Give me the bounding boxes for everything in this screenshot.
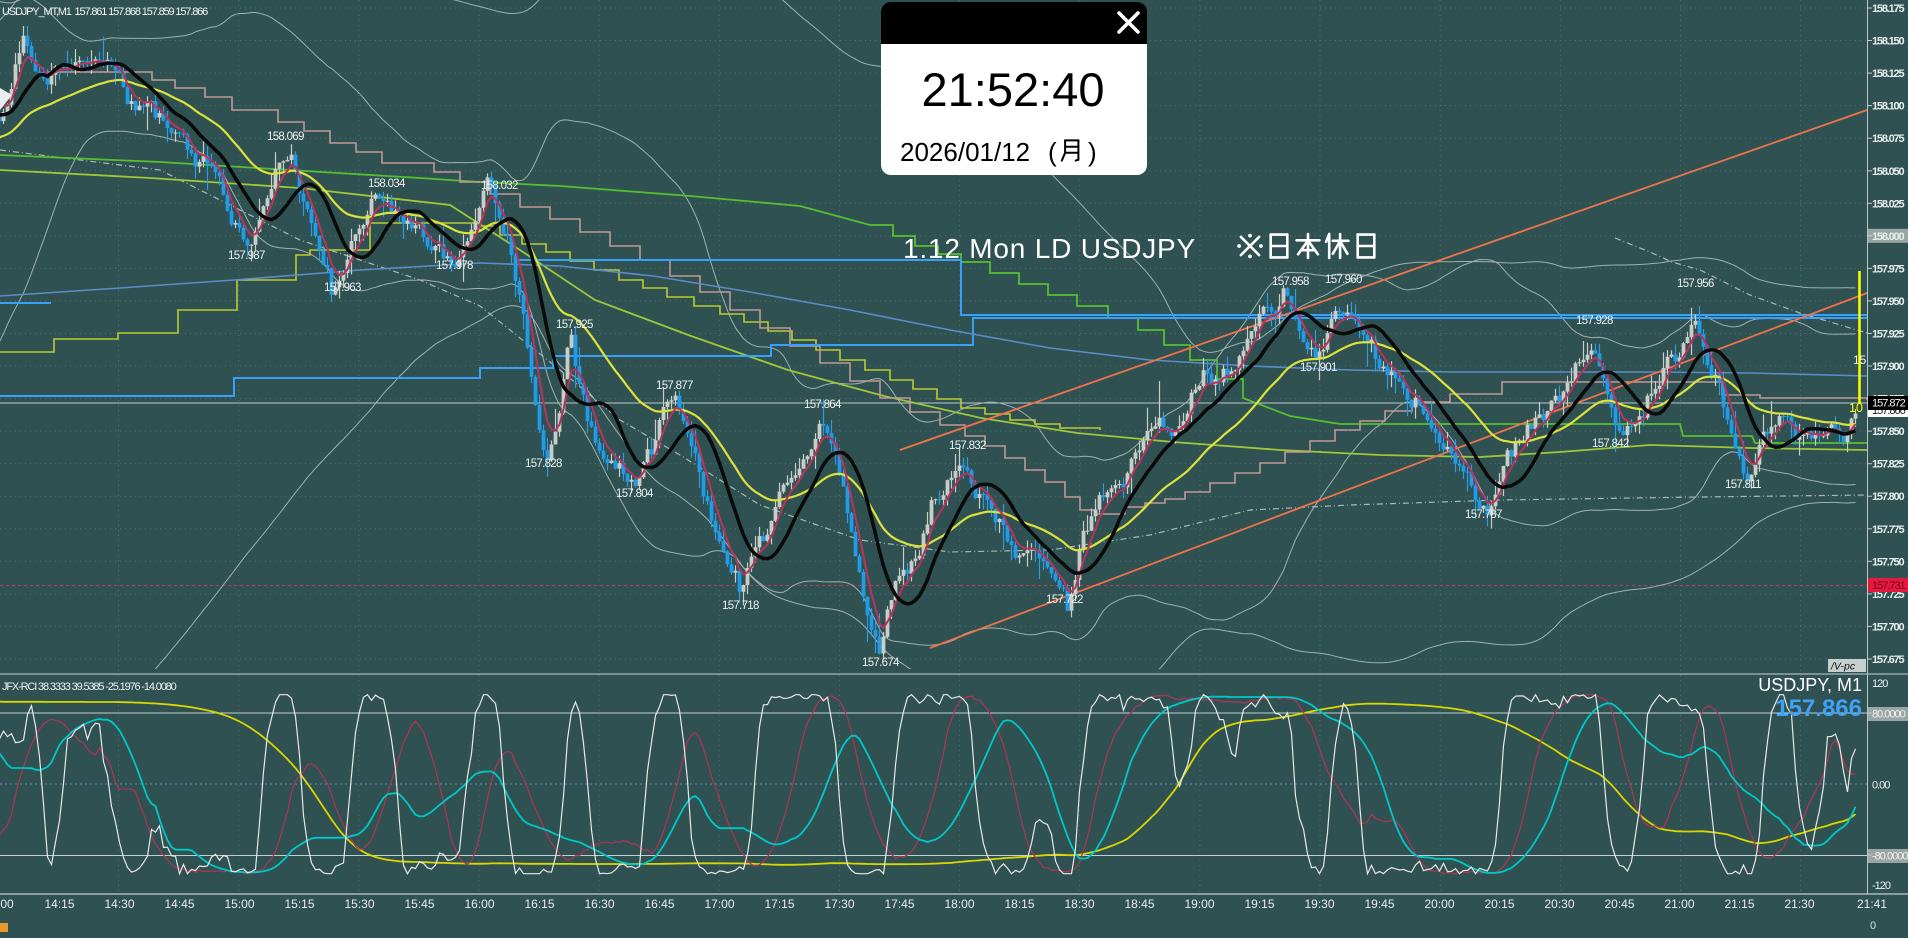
svg-text:00: 00 bbox=[0, 897, 14, 911]
svg-text:15:15: 15:15 bbox=[284, 897, 314, 911]
svg-text:157.963: 157.963 bbox=[324, 282, 361, 294]
svg-text:19:00: 19:00 bbox=[1184, 897, 1214, 911]
svg-text:JFX-RCI 38.3333 39.5385 -25.19: JFX-RCI 38.3333 39.5385 -25.1976 -14.008… bbox=[2, 681, 177, 693]
svg-text:19:15: 19:15 bbox=[1244, 897, 1274, 911]
svg-text:157.722: 157.722 bbox=[1046, 594, 1083, 606]
svg-text:158.025: 158.025 bbox=[1872, 198, 1904, 210]
svg-text:158.050: 158.050 bbox=[1872, 166, 1904, 178]
svg-text:157.872: 157.872 bbox=[1872, 398, 1906, 410]
svg-text:157.842: 157.842 bbox=[1592, 438, 1629, 450]
svg-text:157.987: 157.987 bbox=[228, 250, 265, 262]
svg-text:158.125: 158.125 bbox=[1872, 68, 1904, 80]
svg-text:15:30: 15:30 bbox=[344, 897, 374, 911]
svg-text:2026/01/12: 2026/01/12 bbox=[900, 137, 1030, 167]
svg-text:157.731: 157.731 bbox=[1872, 580, 1906, 592]
svg-text:157.825: 157.825 bbox=[1872, 459, 1904, 471]
svg-text:16:00: 16:00 bbox=[464, 897, 494, 911]
svg-text:14:15: 14:15 bbox=[44, 897, 74, 911]
svg-text:17:15: 17:15 bbox=[764, 897, 794, 911]
svg-text:/V-pc: /V-pc bbox=[1830, 661, 1856, 673]
svg-text:10: 10 bbox=[1849, 401, 1863, 415]
svg-text:20:30: 20:30 bbox=[1544, 897, 1574, 911]
svg-text:15:00: 15:00 bbox=[224, 897, 254, 911]
svg-text:157.866: 157.866 bbox=[1775, 695, 1862, 722]
svg-text:19:45: 19:45 bbox=[1364, 897, 1394, 911]
svg-text:157.900: 157.900 bbox=[1872, 361, 1904, 373]
svg-text:157.674: 157.674 bbox=[862, 657, 900, 669]
svg-text:158.034: 158.034 bbox=[368, 178, 406, 190]
svg-text:USDJPY_MT,M1 157.861 157.868: USDJPY_MT,M1 157.861 157.868 157.859 157… bbox=[2, 6, 208, 18]
svg-text:): ) bbox=[1088, 137, 1097, 167]
svg-text:19:30: 19:30 bbox=[1304, 897, 1334, 911]
svg-text:157.850: 157.850 bbox=[1872, 426, 1904, 438]
svg-text:157.864: 157.864 bbox=[804, 399, 842, 411]
svg-text:18:30: 18:30 bbox=[1064, 897, 1094, 911]
svg-text:21:15: 21:15 bbox=[1724, 897, 1754, 911]
svg-text:20:15: 20:15 bbox=[1484, 897, 1514, 911]
svg-text:158.175: 158.175 bbox=[1872, 3, 1904, 15]
svg-text:120: 120 bbox=[1872, 678, 1888, 690]
svg-text:16:45: 16:45 bbox=[644, 897, 674, 911]
svg-text:157.901: 157.901 bbox=[1300, 362, 1337, 374]
svg-text:15:45: 15:45 bbox=[404, 897, 434, 911]
svg-text:17:00: 17:00 bbox=[704, 897, 734, 911]
svg-text:157.787: 157.787 bbox=[1465, 509, 1502, 521]
svg-text:157.877: 157.877 bbox=[656, 380, 693, 392]
svg-text:21:52:40: 21:52:40 bbox=[922, 63, 1105, 116]
svg-text:157.975: 157.975 bbox=[1872, 263, 1904, 275]
svg-text:157.718: 157.718 bbox=[722, 600, 759, 612]
svg-text:158.100: 158.100 bbox=[1872, 101, 1904, 113]
svg-text:157.750: 157.750 bbox=[1872, 556, 1904, 568]
svg-text:157.978: 157.978 bbox=[436, 260, 473, 272]
svg-text:16:15: 16:15 bbox=[524, 897, 554, 911]
svg-text:18:00: 18:00 bbox=[944, 897, 974, 911]
svg-text:21:30: 21:30 bbox=[1784, 897, 1814, 911]
svg-text:157.811: 157.811 bbox=[1725, 479, 1761, 491]
svg-text:17:45: 17:45 bbox=[884, 897, 914, 911]
svg-text:158.150: 158.150 bbox=[1872, 36, 1904, 48]
svg-text:157.950: 157.950 bbox=[1872, 296, 1904, 308]
svg-text:157.928: 157.928 bbox=[1576, 315, 1613, 327]
svg-text:16:30: 16:30 bbox=[584, 897, 614, 911]
svg-text:15: 15 bbox=[1853, 353, 1867, 367]
svg-text:157.958: 157.958 bbox=[1272, 276, 1309, 288]
svg-text:157.925: 157.925 bbox=[556, 319, 593, 331]
svg-text:157.832: 157.832 bbox=[949, 440, 986, 452]
svg-text:18:15: 18:15 bbox=[1004, 897, 1034, 911]
svg-text:14:45: 14:45 bbox=[164, 897, 194, 911]
svg-text:158.032: 158.032 bbox=[481, 180, 518, 192]
svg-text:80.0000: 80.0000 bbox=[1872, 709, 1906, 721]
svg-text:0.00: 0.00 bbox=[1872, 780, 1890, 792]
svg-text:18:45: 18:45 bbox=[1124, 897, 1154, 911]
svg-text:157.956: 157.956 bbox=[1677, 278, 1714, 290]
svg-text:157.960: 157.960 bbox=[1325, 274, 1362, 286]
svg-text:17:30: 17:30 bbox=[824, 897, 854, 911]
svg-text:0: 0 bbox=[1870, 920, 1876, 932]
svg-text:157.800: 157.800 bbox=[1872, 491, 1904, 503]
svg-text:21:00: 21:00 bbox=[1664, 897, 1694, 911]
svg-text:(: ( bbox=[1048, 137, 1057, 167]
svg-text:-80.0000: -80.0000 bbox=[1872, 851, 1908, 863]
svg-text:USDJPY, M1: USDJPY, M1 bbox=[1758, 675, 1862, 695]
svg-text:157.700: 157.700 bbox=[1872, 621, 1904, 633]
svg-text:-120: -120 bbox=[1872, 880, 1891, 892]
svg-text:20:45: 20:45 bbox=[1604, 897, 1634, 911]
svg-text:157.775: 157.775 bbox=[1872, 524, 1904, 536]
svg-text:20:00: 20:00 bbox=[1424, 897, 1454, 911]
svg-text:157.804: 157.804 bbox=[616, 488, 654, 500]
svg-text:1.12 Mon LD USDJPY: 1.12 Mon LD USDJPY bbox=[903, 233, 1196, 264]
svg-text:157.828: 157.828 bbox=[525, 458, 562, 470]
svg-text:157.925: 157.925 bbox=[1872, 329, 1904, 341]
svg-text:158.075: 158.075 bbox=[1872, 133, 1904, 145]
svg-text:21:41: 21:41 bbox=[1857, 897, 1887, 911]
svg-text:157.675: 157.675 bbox=[1872, 654, 1904, 666]
svg-text:14:30: 14:30 bbox=[104, 897, 134, 911]
svg-text:158.000: 158.000 bbox=[1872, 231, 1904, 243]
svg-text:158.069: 158.069 bbox=[267, 131, 304, 143]
